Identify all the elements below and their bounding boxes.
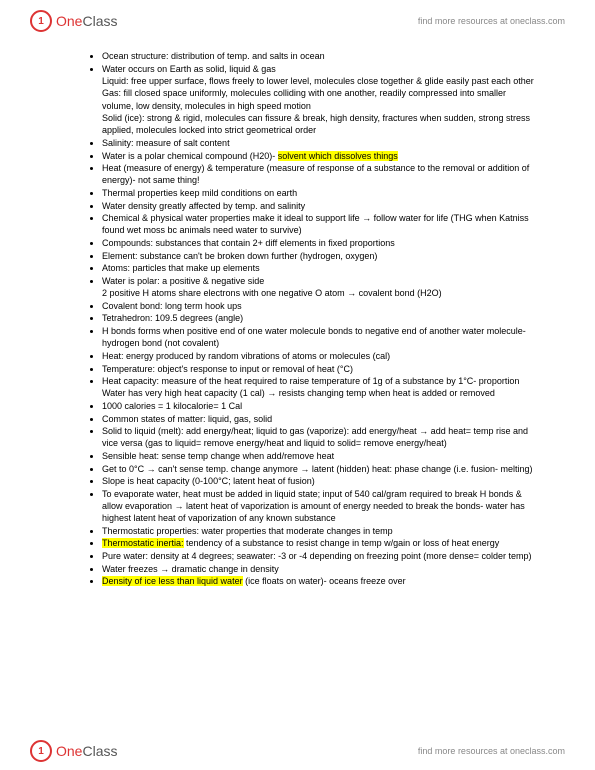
logo: 1 OneClass bbox=[30, 10, 117, 32]
list-item: Atoms: particles that make up elements bbox=[102, 262, 535, 274]
footer-link[interactable]: find more resources at oneclass.com bbox=[418, 746, 565, 756]
list-item: Solid (ice): strong & rigid, molecules c… bbox=[102, 112, 535, 136]
list-item: Thermostatic inertia: tendency of a subs… bbox=[102, 537, 535, 549]
list-item: Heat (measure of energy) & temperature (… bbox=[102, 162, 535, 186]
list-item: Tetrahedron: 109.5 degrees (angle) bbox=[102, 312, 535, 324]
list-item: Ocean structure: distribution of temp. a… bbox=[102, 50, 535, 62]
list-item: Heat: energy produced by random vibratio… bbox=[102, 350, 535, 362]
list-item: H bonds forms when positive end of one w… bbox=[102, 325, 535, 349]
list-item: Gas: fill closed space uniformly, molecu… bbox=[102, 87, 535, 111]
list-item: Thermostatic properties: water propertie… bbox=[102, 525, 535, 537]
list-item: Heat capacity: measure of the heat requi… bbox=[102, 375, 535, 399]
list-item: Slope is heat capacity (0-100°C; latent … bbox=[102, 475, 535, 487]
list-item: Covalent bond: long term hook ups bbox=[102, 300, 535, 312]
logo-text: OneClass bbox=[56, 743, 117, 759]
list-item: Liquid: free upper surface, flows freely… bbox=[102, 75, 535, 87]
list-item: Temperature: object's response to input … bbox=[102, 363, 535, 375]
footer: 1 OneClass find more resources at onecla… bbox=[0, 740, 595, 762]
list-item: Sensible heat: sense temp change when ad… bbox=[102, 450, 535, 462]
logo-icon: 1 bbox=[30, 740, 52, 762]
list-item: Density of ice less than liquid water (i… bbox=[102, 575, 535, 587]
list-item: Get to 0°C → can't sense temp. change an… bbox=[102, 463, 535, 475]
list-item: Water occurs on Earth as solid, liquid &… bbox=[102, 63, 535, 137]
list-item: Water freezes → dramatic change in densi… bbox=[102, 563, 535, 575]
logo-text: OneClass bbox=[56, 13, 117, 29]
list-item: Common states of matter: liquid, gas, so… bbox=[102, 413, 535, 425]
list-item: Water is a polar chemical compound (H20)… bbox=[102, 150, 535, 162]
list-item: Water has very high heat capacity (1 cal… bbox=[102, 387, 535, 399]
list-item: 2 positive H atoms share electrons with … bbox=[102, 287, 535, 299]
list-item: Solid to liquid (melt): add energy/heat;… bbox=[102, 425, 535, 449]
header-link[interactable]: find more resources at oneclass.com bbox=[418, 16, 565, 26]
list-item: Water density greatly affected by temp. … bbox=[102, 200, 535, 212]
list-item: To evaporate water, heat must be added i… bbox=[102, 488, 535, 524]
document-content: Ocean structure: distribution of temp. a… bbox=[0, 40, 595, 588]
header: 1 OneClass find more resources at onecla… bbox=[0, 0, 595, 40]
list-item: Compounds: substances that contain 2+ di… bbox=[102, 237, 535, 249]
list-item: Salinity: measure of salt content bbox=[102, 137, 535, 149]
footer-logo: 1 OneClass bbox=[30, 740, 117, 762]
list-item: 1000 calories = 1 kilocalorie= 1 Cal bbox=[102, 400, 535, 412]
list-item: Element: substance can't be broken down … bbox=[102, 250, 535, 262]
list-item: Thermal properties keep mild conditions … bbox=[102, 187, 535, 199]
logo-icon: 1 bbox=[30, 10, 52, 32]
list-item: Water is polar: a positive & negative si… bbox=[102, 275, 535, 299]
bullet-list: Ocean structure: distribution of temp. a… bbox=[90, 50, 535, 588]
list-item: Pure water: density at 4 degrees; seawat… bbox=[102, 550, 535, 562]
list-item: Chemical & physical water properties mak… bbox=[102, 212, 535, 236]
